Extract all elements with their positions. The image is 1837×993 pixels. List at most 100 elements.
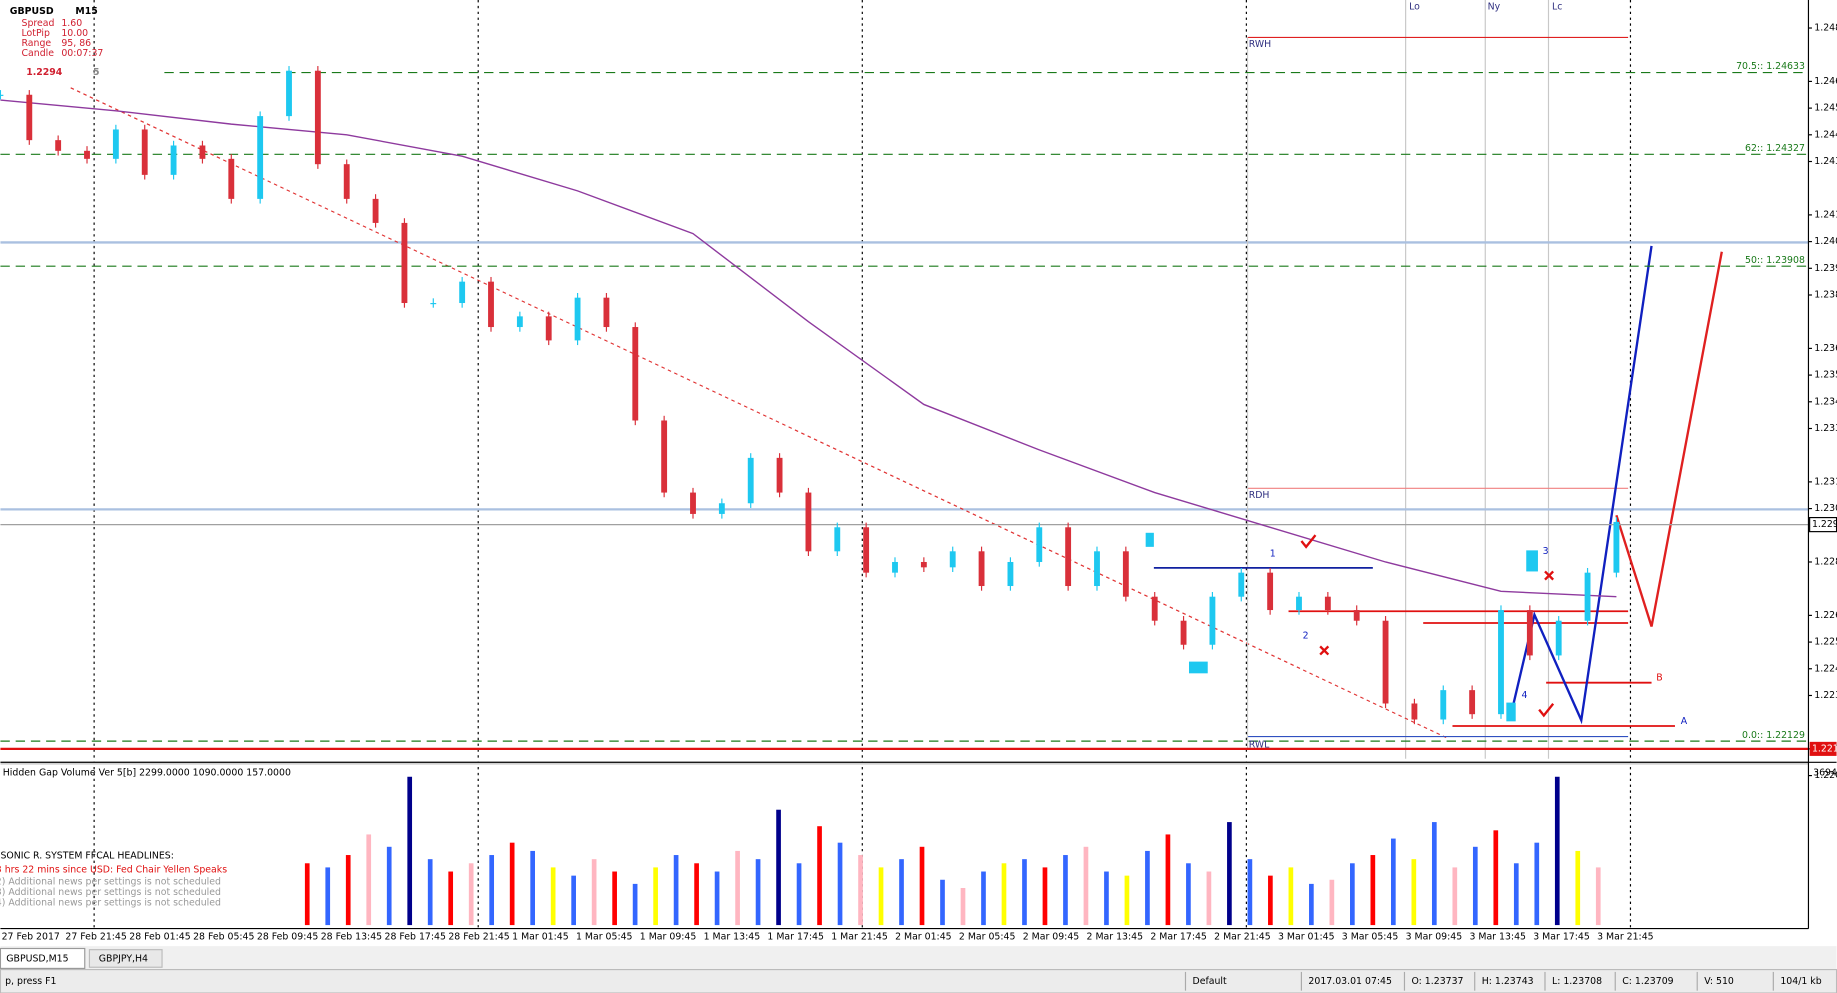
- x-tick-label: 27 Feb 2017: [2, 931, 60, 942]
- volume-bar: [448, 871, 454, 926]
- x-tick-label: 2 Mar 09:45: [1023, 931, 1080, 942]
- cross-mark: [1319, 645, 1330, 656]
- volume-bar: [1370, 855, 1376, 926]
- candle-body: [1238, 572, 1245, 597]
- tab-active[interactable]: [0, 947, 86, 969]
- tab-inactive[interactable]: [88, 949, 163, 968]
- volume-bar: [509, 842, 515, 926]
- x-tick-label: 3 Mar 21:45: [1597, 931, 1654, 942]
- y-tick-label: 1.235: [1814, 370, 1837, 381]
- status-field: C: 1.23709: [1622, 976, 1673, 987]
- x-tick-label: 3 Mar 13:45: [1469, 931, 1526, 942]
- candle-body: [488, 281, 494, 328]
- y-tick-label: 1.233: [1814, 423, 1837, 434]
- candle-body: [1094, 551, 1100, 587]
- candle-body: [1555, 620, 1562, 656]
- tab[interactable]: GBPUSD,M15: [6, 954, 68, 965]
- candle-body: [1498, 610, 1504, 715]
- signal-box: [1145, 532, 1154, 547]
- volume-bar: [550, 867, 556, 926]
- candle-body: [170, 145, 177, 175]
- signal-markers: [1145, 532, 1538, 722]
- volume-bar: [468, 863, 474, 926]
- x-tick-label: 1 Mar 17:45: [767, 931, 824, 942]
- projection-blue: [1509, 245, 1653, 725]
- status-field: L: 1.23708: [1552, 976, 1602, 987]
- volume-bar: [1472, 846, 1478, 926]
- y-tick-label: 1.245: [1814, 103, 1837, 114]
- volume-bar: [1288, 867, 1294, 926]
- fib-label: 0.0:: 1.22129: [1742, 730, 1805, 741]
- candle-body: [1065, 527, 1072, 587]
- y-tick-label: 1.246: [1814, 76, 1837, 87]
- session-lines: [1405, 0, 1550, 759]
- volume-bar: [653, 867, 658, 926]
- volume-bar: [632, 883, 638, 926]
- info-value: 1.60: [61, 18, 82, 29]
- candle-body: [228, 158, 235, 199]
- fib-label: 62:: 1.24327: [1745, 143, 1805, 154]
- volume-bar: [1268, 875, 1273, 926]
- candle-body: [84, 150, 90, 159]
- volume-bar: [489, 855, 495, 926]
- signal-box: [1188, 661, 1208, 674]
- candle-body: [545, 316, 552, 341]
- volume-bar: [1513, 863, 1519, 926]
- candle-body: [516, 316, 523, 328]
- session-label: Ny: [1488, 2, 1501, 13]
- info-value: 00:07:37: [61, 48, 103, 59]
- candle-body: [112, 129, 119, 159]
- x-tick-label: 2 Mar 01:45: [895, 931, 952, 942]
- status-field: V: 510: [1704, 976, 1734, 987]
- info-value: 95, 86: [61, 38, 91, 49]
- volume-bar: [858, 855, 863, 926]
- volume-bar: [1206, 871, 1212, 926]
- volume-bar: [1411, 859, 1417, 926]
- volume-bar: [960, 888, 966, 926]
- y-tick-label: 1.234: [1814, 396, 1837, 407]
- volume-bar: [1431, 822, 1437, 926]
- tab[interactable]: GBPJPY,H4: [99, 954, 148, 965]
- volume-bar: [1165, 834, 1171, 926]
- zone-label: RWL: [1249, 739, 1270, 750]
- candle-body: [1267, 572, 1274, 611]
- y-tick-label: 1.224: [1814, 663, 1837, 674]
- candle-body: [401, 222, 408, 304]
- x-tick-label: 1 Mar 01:45: [512, 931, 569, 942]
- x-tick-label: 3 Mar 01:45: [1278, 931, 1335, 942]
- volume-bar: [919, 846, 925, 926]
- volume-bar: [1001, 863, 1007, 926]
- status-field: O: 1.23737: [1411, 976, 1463, 987]
- candle-body: [1440, 690, 1447, 720]
- x-tick-label: 1 Mar 21:45: [831, 931, 888, 942]
- info-label: Spread: [22, 18, 55, 29]
- pane-divider: [0, 761, 1809, 765]
- candle-body: [372, 198, 379, 223]
- status-field: p, press F1: [5, 976, 56, 987]
- x-tick-label: 2 Mar 05:45: [959, 931, 1016, 942]
- wave-label: 2: [1303, 630, 1309, 641]
- candle-body: [690, 492, 696, 514]
- y-tick-label: 1.241: [1814, 209, 1837, 220]
- volume-bar: [407, 776, 413, 926]
- candle-body: [1180, 620, 1187, 645]
- y-tick-label: 1.240: [1814, 236, 1837, 247]
- y-tick-label: 1.220: [1814, 770, 1837, 781]
- volume-bar: [1452, 867, 1458, 926]
- wave-label: 4: [1522, 690, 1528, 701]
- candle-body: [718, 503, 725, 514]
- candle-body: [863, 527, 870, 573]
- info-value: 10.00: [61, 28, 88, 39]
- volume-bar: [1390, 838, 1396, 926]
- x-tick-label: 28 Feb 13:45: [321, 931, 382, 942]
- x-tick-label: 1 Mar 13:45: [704, 931, 761, 942]
- wave-label: 3: [1543, 546, 1549, 557]
- y-tick-label: 1.238: [1814, 290, 1837, 301]
- candle-body: [1353, 610, 1360, 621]
- y-tick-label: 1.226: [1814, 610, 1837, 621]
- x-tick-label: 3 Mar 09:45: [1406, 931, 1463, 942]
- volume-bar: [837, 842, 843, 926]
- y-tick-label: 1.239: [1814, 263, 1837, 274]
